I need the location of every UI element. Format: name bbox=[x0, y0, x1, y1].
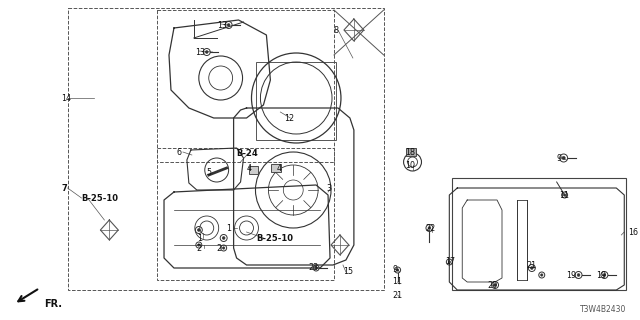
Text: B-25-10: B-25-10 bbox=[257, 234, 294, 243]
Text: 4: 4 bbox=[246, 164, 252, 172]
Text: B-24: B-24 bbox=[237, 148, 259, 157]
Circle shape bbox=[493, 284, 497, 286]
Text: 16: 16 bbox=[628, 228, 638, 236]
Text: 9: 9 bbox=[393, 266, 398, 275]
Text: 15: 15 bbox=[343, 268, 353, 276]
Bar bbox=[68, 8, 384, 290]
Circle shape bbox=[428, 227, 431, 229]
Text: 4: 4 bbox=[276, 164, 282, 172]
Text: 11: 11 bbox=[559, 190, 569, 199]
Circle shape bbox=[603, 274, 606, 276]
Text: 22: 22 bbox=[426, 223, 436, 233]
Circle shape bbox=[222, 236, 225, 239]
Text: 19: 19 bbox=[566, 270, 577, 279]
Text: 10: 10 bbox=[406, 161, 415, 170]
Text: B-25-10: B-25-10 bbox=[81, 194, 118, 203]
Circle shape bbox=[541, 274, 543, 276]
Bar bbox=[406, 148, 415, 156]
Text: 20: 20 bbox=[487, 281, 497, 290]
Text: 9: 9 bbox=[557, 154, 562, 163]
Circle shape bbox=[198, 244, 200, 246]
Bar bbox=[452, 178, 627, 290]
Bar bbox=[157, 10, 334, 162]
Circle shape bbox=[197, 228, 200, 231]
Text: 19: 19 bbox=[596, 270, 607, 279]
Circle shape bbox=[227, 24, 230, 27]
Text: 14: 14 bbox=[61, 93, 72, 102]
Text: 21: 21 bbox=[393, 291, 403, 300]
Bar bbox=[257, 62, 336, 140]
Bar bbox=[248, 166, 259, 174]
Text: 8: 8 bbox=[333, 26, 338, 35]
Circle shape bbox=[315, 267, 317, 269]
Text: 1: 1 bbox=[227, 223, 232, 233]
Text: T3W4B2430: T3W4B2430 bbox=[580, 305, 627, 314]
Text: 13: 13 bbox=[217, 20, 227, 29]
Circle shape bbox=[448, 261, 451, 263]
Circle shape bbox=[205, 51, 208, 53]
Text: 3: 3 bbox=[326, 183, 331, 193]
Text: 17: 17 bbox=[445, 258, 456, 267]
Text: 7: 7 bbox=[61, 183, 67, 193]
Bar bbox=[271, 164, 282, 172]
Text: 2: 2 bbox=[197, 244, 202, 252]
Text: 5: 5 bbox=[207, 167, 212, 177]
Text: 21: 21 bbox=[527, 260, 537, 269]
Circle shape bbox=[396, 269, 399, 271]
Circle shape bbox=[223, 247, 225, 249]
Text: 6: 6 bbox=[177, 148, 182, 156]
Circle shape bbox=[562, 156, 565, 160]
Text: FR.: FR. bbox=[44, 299, 61, 309]
Text: 18: 18 bbox=[406, 148, 415, 156]
Text: 11: 11 bbox=[393, 277, 403, 286]
Text: 13: 13 bbox=[195, 47, 205, 57]
Circle shape bbox=[531, 267, 533, 269]
Text: 23: 23 bbox=[308, 263, 318, 273]
Bar bbox=[157, 148, 334, 280]
Text: 12: 12 bbox=[284, 114, 294, 123]
Text: 2: 2 bbox=[217, 244, 222, 252]
Circle shape bbox=[577, 274, 580, 276]
Text: 1: 1 bbox=[197, 234, 202, 243]
Circle shape bbox=[563, 194, 566, 196]
